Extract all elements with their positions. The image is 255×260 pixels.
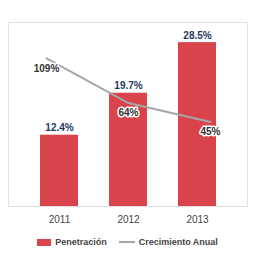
svg-text:28.5%: 28.5% [183,30,211,41]
svg-text:109%: 109% [34,63,60,74]
svg-text:45%: 45% [200,126,220,137]
svg-text:2013: 2013 [186,214,209,225]
svg-text:2011: 2011 [49,214,71,225]
svg-text:19.7%: 19.7% [114,80,142,91]
html-text:Crecimiento Anual: Crecimiento Anual [138,237,218,247]
svg-text:2012: 2012 [117,214,140,225]
svg-text:12.4%: 12.4% [45,122,73,133]
html-text:Penetración: Penetración [55,237,107,247]
svg-text:64%: 64% [118,107,138,118]
